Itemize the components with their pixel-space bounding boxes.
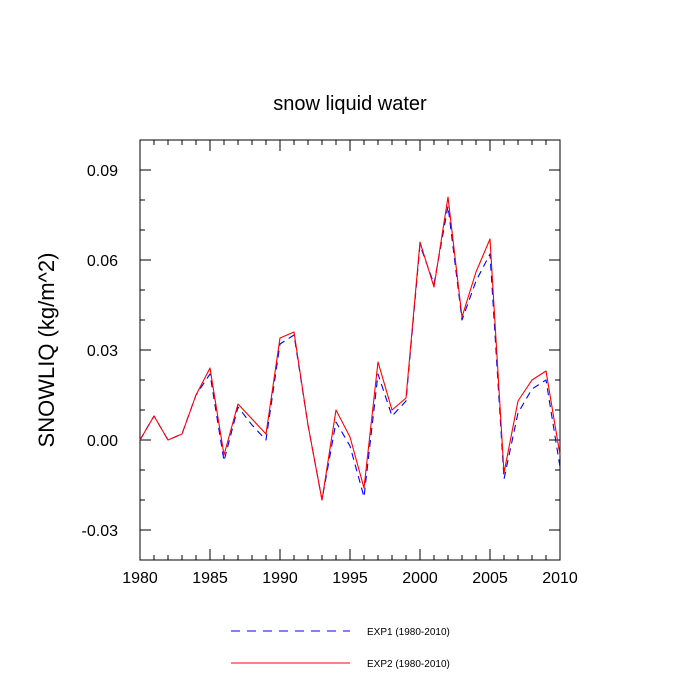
series-line-1: [139, 205, 561, 501]
x-tick-label: 2005: [472, 570, 508, 587]
y-tick-label: -0.03: [82, 523, 119, 540]
y-tick-label: 0.09: [87, 163, 118, 180]
chart-title: snow liquid water: [273, 93, 427, 115]
x-tick-label: 1995: [332, 570, 368, 587]
x-tick-label: 1990: [262, 570, 298, 587]
y-axis-label: SNOWLIQ (kg/m^2): [34, 253, 59, 448]
legend-label-1: EXP1 (1980-2010): [367, 627, 450, 638]
y-tick-label: 0.03: [87, 343, 118, 360]
x-tick-label: 1985: [192, 570, 228, 587]
x-tick-label: 1980: [122, 570, 158, 587]
x-tick-label: 2010: [542, 570, 578, 587]
series-line-2: [139, 196, 561, 501]
legend-label-2: EXP2 (1980-2010): [367, 659, 450, 670]
x-tick-label: 2000: [402, 570, 438, 587]
legend: EXP1 (1980-2010) EXP2 (1980-2010): [231, 627, 450, 670]
plot-area: 1980 1985 1990 1995 2000 2005 2010 -0.03 0.00 0.0…: [82, 139, 578, 587]
y-tick-label: 0.00: [87, 433, 118, 450]
y-tick-label: 0.06: [87, 253, 118, 270]
